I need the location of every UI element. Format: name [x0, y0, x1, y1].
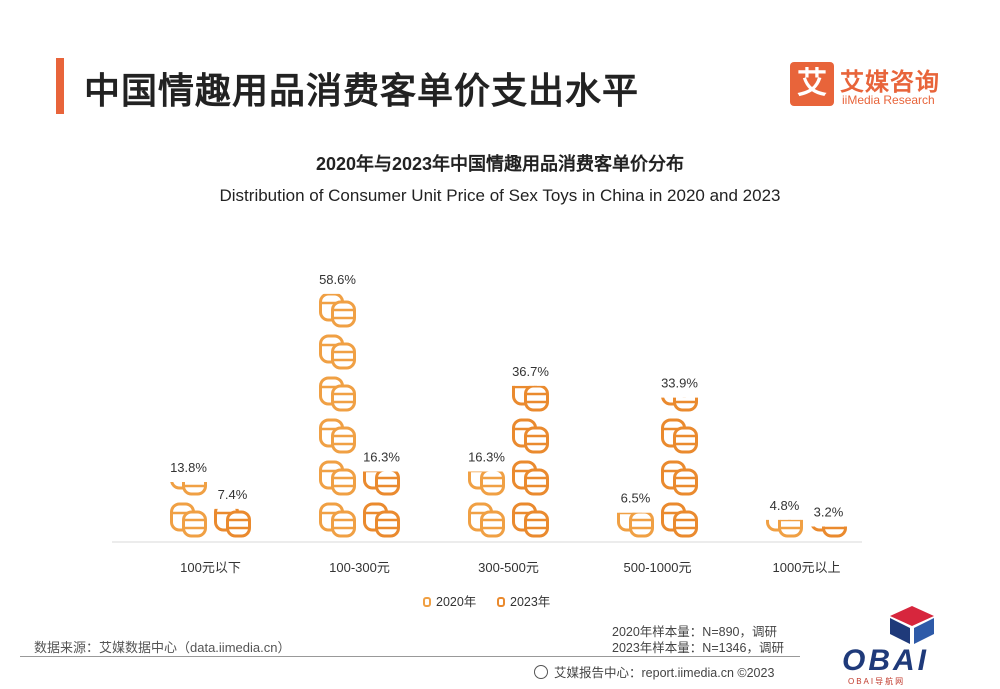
chart-subtitle: Distribution of Consumer Unit Price of S…: [219, 186, 781, 205]
report-center-text: 艾媒报告中心：report.iimedia.cn ©2023: [554, 666, 775, 680]
bar-2020年-100-300元: [319, 293, 356, 538]
page-title: 中国情趣用品消费客单价支出水平: [84, 70, 640, 111]
value-label-2020年-500-1000元: 6.5%: [621, 491, 651, 506]
value-label-2023年-100-300元: 16.3%: [363, 450, 400, 465]
chart-title: 2020年与2023年中国情趣用品消费客单价分布: [315, 154, 685, 174]
category-label-500-1000元: 500-1000元: [624, 560, 692, 575]
watermark-subtext: OBAI导航网: [848, 677, 906, 686]
logo-name-en: iiMedia Research: [842, 93, 935, 107]
bar-2020年-500-1000元: [617, 512, 654, 538]
report-center: 艾媒报告中心：report.iimedia.cn ©2023: [534, 662, 796, 681]
title-accent-bar: [56, 58, 64, 114]
svg-text:2023年: 2023年: [510, 595, 550, 609]
globe-icon: [534, 665, 548, 679]
legend-item-2020年: 2020年: [423, 595, 476, 609]
value-label-2023年-300-500元: 36.7%: [512, 364, 549, 379]
value-label-2020年-100-300元: 58.6%: [319, 272, 356, 287]
bar-2023年-1000元以上: [811, 526, 847, 538]
bar-2023年-100-300元: [363, 471, 400, 538]
sample-size-2020: 2020年样本量：N=890，调研: [612, 625, 777, 639]
category-label-100-300元: 100-300元: [329, 560, 390, 575]
iimedia-logo: 艾 艾媒咨询 iiMedia Research: [790, 62, 970, 112]
data-source: 数据来源：艾媒数据中心（data.iimedia.cn）: [34, 640, 291, 655]
value-label-2020年-300-500元: 16.3%: [468, 450, 505, 465]
category-label-1000元以上: 1000元以上: [773, 560, 841, 575]
logo-name-cn: 艾媒咨询: [840, 69, 940, 96]
obai-watermark: OBAI OBAI导航网: [842, 604, 992, 686]
value-label-2020年-1000元以上: 4.8%: [770, 498, 800, 513]
bar-2023年-500-1000元: [661, 397, 698, 538]
watermark-text: OBAI: [842, 644, 929, 677]
value-label-2023年-500-1000元: 33.9%: [661, 376, 698, 391]
logo-mark-icon: 艾: [790, 62, 834, 106]
bar-2020年-300-500元: [468, 471, 505, 538]
value-label-2023年-1000元以上: 3.2%: [814, 505, 844, 520]
bar-2020年-100元以下: [170, 482, 207, 538]
value-label-2023年-100元以下: 7.4%: [218, 487, 248, 502]
cube-logo-icon: [890, 606, 934, 644]
bar-2023年-100元以下: [214, 508, 251, 538]
svg-text:2020年: 2020年: [436, 595, 476, 609]
value-label-2020年-100元以下: 13.8%: [170, 460, 207, 475]
footer-divider: [20, 656, 800, 657]
category-label-300-500元: 300-500元: [478, 560, 539, 575]
sample-size-2023: 2023年样本量：N=1346，调研: [612, 641, 784, 655]
bar-2023年-300-500元: [512, 385, 549, 538]
category-label-100元以下: 100元以下: [180, 560, 241, 575]
legend-item-2023年: 2023年: [497, 595, 550, 609]
bar-2020年-1000元以上: [766, 519, 803, 538]
